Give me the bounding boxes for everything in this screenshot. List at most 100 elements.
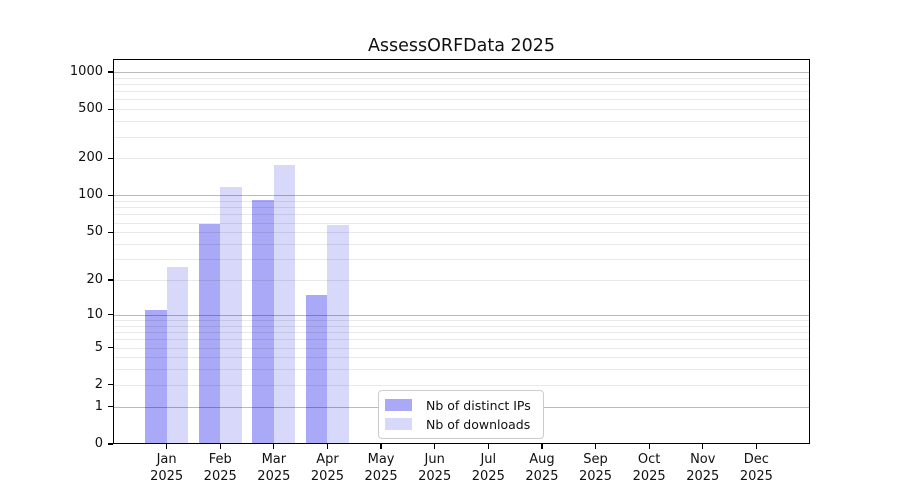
minor-gridline <box>113 280 810 282</box>
month-name: May <box>367 452 395 467</box>
x-tick-label-apr: Apr 2025 <box>299 452 355 485</box>
x-tick-label-oct: Oct 2025 <box>621 452 677 485</box>
major-gridline <box>113 195 810 197</box>
x-tick-label-aug: Aug 2025 <box>514 452 570 485</box>
minor-gridline <box>113 259 810 261</box>
bar-jan-distinct-ips <box>145 310 167 444</box>
plot-border <box>113 59 810 444</box>
y-tick <box>108 384 113 386</box>
month-year: 2025 <box>632 468 666 484</box>
month-name: Apr <box>316 452 339 467</box>
major-gridline <box>113 314 810 316</box>
y-tick-label: 500 <box>78 101 103 117</box>
minor-gridline <box>113 384 810 386</box>
month-name: Jun <box>424 452 445 467</box>
minor-gridline <box>113 357 810 359</box>
bar-feb-downloads <box>220 186 242 444</box>
x-tick-label-sep: Sep 2025 <box>568 452 624 485</box>
bar-apr-downloads <box>327 225 349 444</box>
minor-gridline <box>113 83 810 85</box>
legend-item-downloads: Nb of downloads <box>385 417 537 432</box>
bar-mar-distinct-ips <box>252 200 274 444</box>
y-tick <box>108 443 113 445</box>
y-tick <box>108 157 113 159</box>
x-tick-label-jan: Jan 2025 <box>139 452 195 485</box>
y-tick-label: 10 <box>86 306 103 322</box>
x-tick-label-dec: Dec 2025 <box>728 452 784 485</box>
y-tick-label: 200 <box>78 150 103 166</box>
y-tick <box>108 406 113 408</box>
x-tick <box>487 444 489 449</box>
x-tick <box>434 444 436 449</box>
month-year: 2025 <box>525 468 559 484</box>
y-tick-label: 5 <box>94 339 103 355</box>
minor-gridline <box>113 232 810 234</box>
month-name: Nov <box>690 452 716 467</box>
distinct-ips-swatch <box>385 399 412 411</box>
x-tick <box>166 444 168 449</box>
minor-gridline <box>113 109 810 111</box>
month-year: 2025 <box>310 468 344 484</box>
bar-apr-distinct-ips <box>305 294 328 444</box>
month-name: Sep <box>583 452 608 467</box>
y-tick <box>108 346 113 349</box>
downloads-swatch <box>385 418 412 430</box>
month-name: Mar <box>261 452 287 467</box>
y-tick-label: 0 <box>94 436 103 451</box>
minor-gridline <box>113 347 810 349</box>
x-tick-label-feb: Feb 2025 <box>192 452 248 485</box>
y-tick <box>108 194 113 197</box>
bar-jan-downloads <box>166 266 189 444</box>
y-tick-label: 1000 <box>69 63 103 79</box>
y-tick <box>108 71 113 73</box>
legend-label-distinct-ips: Nb of distinct IPs <box>426 397 531 413</box>
minor-gridline <box>113 244 810 245</box>
month-year: 2025 <box>578 468 613 484</box>
x-tick <box>219 444 221 449</box>
y-tick-label: 100 <box>78 187 103 203</box>
month-name: Aug <box>529 452 555 467</box>
y-tick-label: 50 <box>86 224 103 240</box>
y-tick <box>108 231 113 233</box>
legend-item-distinct-ips: Nb of distinct IPs <box>385 398 537 413</box>
y-tick-label: 1 <box>94 398 103 414</box>
y-tick <box>108 279 113 281</box>
x-tick-label-mar: Mar 2025 <box>246 452 302 485</box>
month-year: 2025 <box>364 468 398 484</box>
month-name: Feb <box>208 452 232 467</box>
major-gridline <box>113 71 810 73</box>
month-year: 2025 <box>203 468 237 484</box>
bar-feb-distinct-ips <box>198 224 221 444</box>
minor-gridline <box>113 320 810 321</box>
x-tick <box>326 444 329 449</box>
legend-label-downloads: Nb of downloads <box>426 416 531 432</box>
legend: Nb of distinct IPs Nb of downloads <box>378 390 544 439</box>
minor-gridline <box>113 158 810 160</box>
y-tick-label: 20 <box>86 272 103 288</box>
y-tick <box>108 108 113 110</box>
minor-gridline <box>113 369 810 371</box>
minor-gridline <box>113 222 810 224</box>
x-tick <box>594 444 597 449</box>
month-name: Jul <box>480 452 497 467</box>
minor-gridline <box>113 339 810 341</box>
minor-gridline <box>113 77 810 79</box>
chart-title: AssessORFData 2025 <box>367 36 556 56</box>
month-year: 2025 <box>471 468 505 484</box>
month-year: 2025 <box>686 468 720 484</box>
minor-gridline <box>113 214 810 216</box>
month-year: 2025 <box>739 468 773 484</box>
month-name: Jan <box>156 452 177 467</box>
y-tick <box>108 314 113 316</box>
month-name: Oct <box>637 452 661 467</box>
x-tick <box>755 444 757 449</box>
x-tick-label-nov: Nov 2025 <box>675 452 731 485</box>
minor-gridline <box>113 207 810 209</box>
month-name: Dec <box>743 452 769 467</box>
month-year: 2025 <box>257 468 291 484</box>
x-tick <box>648 444 650 449</box>
x-tick-label-jul: Jul 2025 <box>460 452 516 485</box>
minor-gridline <box>113 136 810 138</box>
month-year: 2025 <box>418 468 452 484</box>
